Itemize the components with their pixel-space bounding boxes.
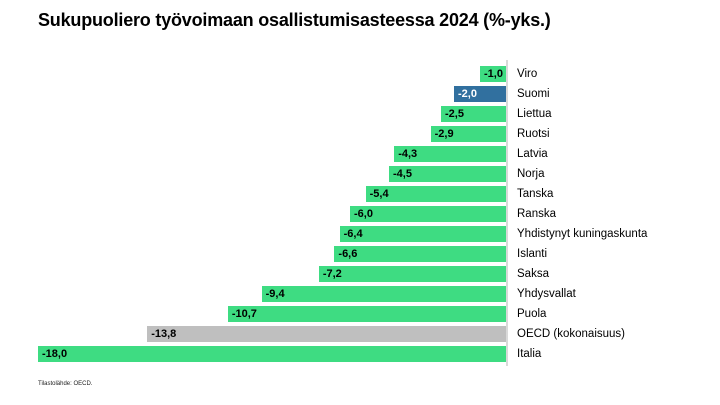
bar-value-label: -4,5	[393, 168, 412, 180]
bar: -5,4	[365, 186, 506, 202]
bar-value-label: -6,6	[338, 248, 358, 260]
bar-row: -13,8 OECD (kokonaisuus)	[0, 324, 720, 344]
bar-value-label: -7,2	[322, 268, 342, 280]
bar-value-label: -6,4	[343, 228, 363, 240]
bar: -6,4	[339, 226, 506, 242]
bar: -7,2	[318, 266, 506, 282]
bar: -18,0	[38, 346, 506, 362]
bar-value-label: -2,9	[434, 128, 454, 140]
bar: -2,0	[454, 86, 506, 102]
bar-value-label: -9,4	[265, 288, 285, 300]
bar-category-label: Saksa	[517, 268, 549, 280]
bar: -4,5	[389, 166, 506, 182]
bar-category-label: Viro	[517, 68, 538, 80]
bar-category-label: Latvia	[517, 148, 548, 160]
source-note: Tilastolähde: OECD.	[38, 381, 93, 387]
bar: -10,7	[227, 306, 506, 322]
bar-category-label: Suomi	[517, 88, 550, 100]
bar-row: -6,6 Islanti	[0, 244, 720, 264]
bar-row: -2,0 Suomi	[0, 84, 720, 104]
bar-row: -6,4 Yhdistynyt kuningaskunta	[0, 224, 720, 244]
bar: -2,5	[441, 106, 506, 122]
bar-row: -5,4 Tanska	[0, 184, 720, 204]
bar-row: -2,9 Ruotsi	[0, 124, 720, 144]
bar: -9,4	[261, 286, 506, 302]
bar-value-label: -1,0	[484, 68, 503, 80]
bar-value-label: -13,8	[151, 328, 177, 340]
bar: -1,0	[480, 66, 506, 82]
bar-row: -9,4 Yhdysvallat	[0, 284, 720, 304]
bar-value-label: -10,7	[231, 308, 257, 320]
bar-category-label: Tanska	[517, 188, 554, 200]
zero-axis-line	[506, 60, 508, 366]
bar-value-label: -5,4	[369, 188, 389, 200]
bar-value-label: -4,3	[398, 148, 418, 160]
bar-row: -10,7 Puola	[0, 304, 720, 324]
bar-row: -4,5 Norja	[0, 164, 720, 184]
bar-value-label: -18,0	[42, 348, 68, 360]
bar-category-label: Yhdysvallat	[517, 288, 576, 300]
bar-category-label: Italia	[517, 348, 542, 360]
bar: -6,0	[350, 206, 506, 222]
bar: -6,6	[334, 246, 506, 262]
bar-category-label: Ranska	[517, 208, 556, 220]
bar-row: -7,2 Saksa	[0, 264, 720, 284]
bar-category-label: Islanti	[517, 248, 548, 260]
bar-category-label: Liettua	[517, 108, 552, 120]
bar: -2,9	[430, 126, 506, 142]
bar-value-label: -2,5	[445, 108, 464, 120]
bar-category-label: Norja	[517, 168, 545, 180]
bar-category-label: Puola	[517, 308, 547, 320]
bar-value-label: -2,0	[458, 88, 477, 100]
chart-title: Sukupuoliero työvoimaan osallistumisaste…	[38, 10, 551, 30]
bar-category-label: Ruotsi	[517, 128, 550, 140]
bar: -4,3	[394, 146, 506, 162]
bar-row: -18,0 Italia	[0, 344, 720, 364]
bar-row: -4,3 Latvia	[0, 144, 720, 164]
bar-row: -2,5 Liettua	[0, 104, 720, 124]
bar-category-label: OECD (kokonaisuus)	[517, 328, 626, 340]
plot-area: -1,0 Viro -2,0 Suomi -2,5 Liettua -2,9 Ruotsi -4…	[0, 64, 720, 364]
bar: -13,8	[147, 326, 506, 342]
bar-value-label: -6,0	[354, 208, 373, 220]
bar-row: -6,0 Ranska	[0, 204, 720, 224]
bar-category-label: Yhdistynyt kuningaskunta	[517, 228, 648, 240]
bar-row: -1,0 Viro	[0, 64, 720, 84]
